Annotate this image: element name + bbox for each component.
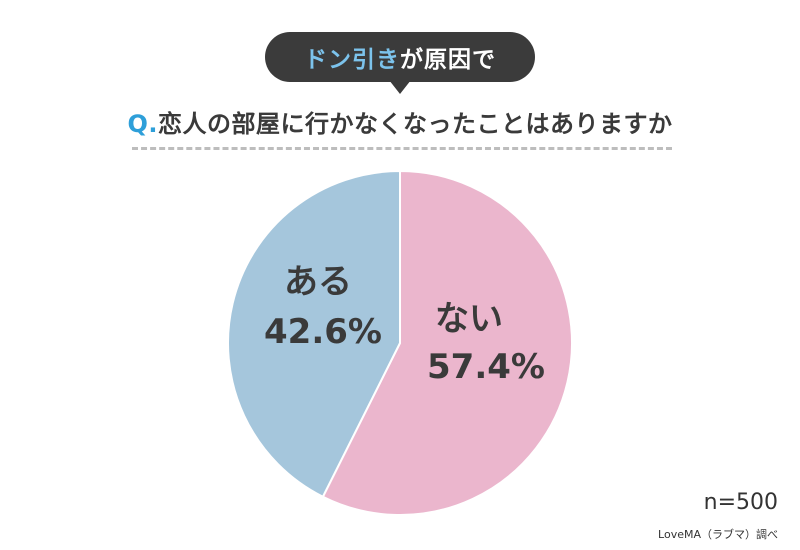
sample-size: n=500 (703, 490, 778, 515)
topic-badge-text: が原因で (400, 47, 496, 73)
pie-slice-nai (321, 169, 573, 516)
question-title: Q.恋人の部屋に行かなくなったことはありますか (0, 104, 800, 139)
slice-label-nai: ない (435, 299, 503, 339)
topic-badge-tail (389, 80, 411, 94)
question-text: 恋人の部屋に行かなくなったことはありますか (158, 110, 673, 138)
slice-value-nai: 57.4% (427, 347, 545, 387)
slice-label-aru: ある (284, 262, 352, 302)
slice-value-aru: 42.6% (264, 312, 382, 352)
topic-badge: ドン引き が原因で (265, 32, 535, 82)
source-note: LoveMA（ラブマ）調べ (658, 528, 778, 541)
divider-dashed (132, 147, 672, 150)
question-prefix: Q. (127, 110, 159, 138)
pie-slice-aru (227, 169, 401, 499)
topic-badge-accent: ドン引き (304, 47, 400, 73)
